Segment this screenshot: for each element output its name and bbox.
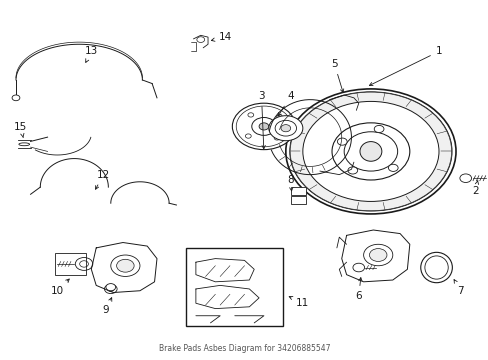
Circle shape: [344, 132, 397, 171]
Circle shape: [259, 123, 268, 130]
Text: 6: 6: [355, 278, 361, 301]
Circle shape: [251, 117, 276, 135]
Circle shape: [197, 37, 204, 42]
Circle shape: [232, 103, 295, 150]
Circle shape: [369, 249, 386, 261]
Circle shape: [80, 261, 88, 267]
Circle shape: [387, 164, 397, 171]
Circle shape: [75, 257, 93, 270]
Circle shape: [363, 244, 392, 266]
Circle shape: [289, 92, 451, 211]
Circle shape: [111, 255, 140, 276]
Text: 1: 1: [368, 46, 442, 86]
Ellipse shape: [19, 143, 30, 146]
FancyBboxPatch shape: [186, 248, 283, 327]
Circle shape: [104, 284, 117, 294]
Circle shape: [302, 102, 438, 202]
Text: 7: 7: [453, 280, 463, 296]
Circle shape: [268, 116, 302, 141]
Text: 9: 9: [102, 298, 112, 315]
Circle shape: [289, 92, 451, 211]
Circle shape: [373, 125, 383, 132]
Ellipse shape: [424, 256, 447, 279]
Text: Brake Pads Asbes Diagram for 34206885547: Brake Pads Asbes Diagram for 34206885547: [159, 344, 329, 353]
Circle shape: [275, 120, 296, 136]
Text: 2: 2: [471, 180, 478, 196]
Text: 15: 15: [14, 122, 27, 138]
Circle shape: [106, 284, 116, 291]
FancyBboxPatch shape: [290, 196, 305, 204]
Circle shape: [107, 287, 114, 292]
Text: 3: 3: [258, 91, 265, 149]
Text: 14: 14: [211, 32, 231, 42]
Circle shape: [116, 259, 134, 272]
Circle shape: [245, 134, 251, 138]
Ellipse shape: [420, 252, 451, 283]
Circle shape: [274, 136, 280, 140]
Text: 12: 12: [95, 170, 110, 189]
Circle shape: [12, 95, 20, 101]
Circle shape: [337, 138, 346, 145]
Circle shape: [331, 123, 409, 180]
Circle shape: [459, 174, 470, 183]
Circle shape: [347, 167, 357, 174]
Circle shape: [352, 263, 364, 272]
Text: 11: 11: [288, 297, 309, 308]
Circle shape: [236, 106, 291, 147]
Text: 4: 4: [278, 91, 293, 116]
Circle shape: [247, 113, 253, 117]
Text: 8: 8: [287, 175, 293, 191]
Circle shape: [285, 89, 455, 214]
Circle shape: [276, 114, 282, 119]
Text: 5: 5: [330, 59, 343, 93]
Text: 10: 10: [51, 279, 69, 296]
Circle shape: [281, 125, 290, 132]
Ellipse shape: [359, 141, 381, 161]
FancyBboxPatch shape: [290, 187, 305, 195]
Text: 13: 13: [84, 46, 98, 62]
